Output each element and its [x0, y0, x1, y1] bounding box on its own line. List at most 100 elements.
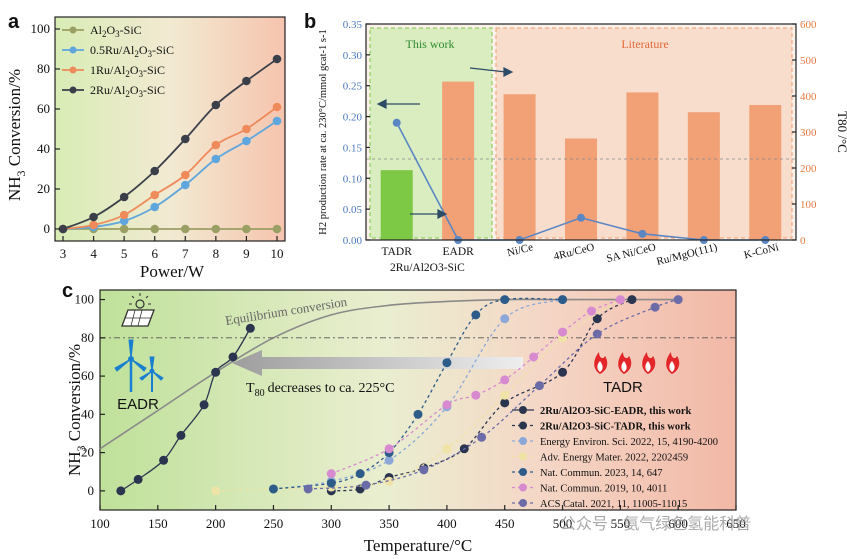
panel-b-bar-6	[749, 105, 782, 240]
panel-c-x-axis-label: Temperature/°C	[364, 536, 473, 555]
panel-c-legend-marker	[519, 437, 527, 445]
panel-c-point	[529, 352, 539, 362]
panel-a-point	[272, 102, 282, 112]
panel-c-x-tick-label: 300	[322, 516, 342, 531]
panel-c-legend-marker	[519, 452, 527, 461]
panel-a-y-axis-label: NH3 Conversion/%	[5, 69, 28, 201]
panel-a-point	[211, 100, 221, 110]
panel-c-series-line-4	[273, 297, 563, 490]
panel-c-point	[384, 444, 394, 454]
panel-c-y-tick-label: 20	[81, 445, 94, 460]
panel-a-point	[58, 224, 68, 234]
panel-b-right-tick-label: 600	[800, 19, 817, 31]
flame-icon-core	[597, 361, 603, 372]
panel-c-point	[116, 486, 126, 496]
panel-b-h2-rate-point	[392, 118, 401, 127]
panel-b-left-tick-label: 0.05	[343, 204, 363, 216]
panel-c-point	[384, 476, 394, 486]
flame-icon-core	[669, 361, 675, 372]
panel-c-x-tick-label: 500	[553, 516, 573, 531]
panel-c-point	[199, 400, 209, 410]
panel-c-point	[558, 367, 568, 377]
panel-c-y-tick-label: 80	[81, 330, 94, 345]
panel-c-point	[442, 358, 452, 368]
panel-c-x-tick-label: 150	[148, 516, 168, 531]
panel-a-x-tick-label: 9	[243, 246, 250, 261]
panel-b-this-work-label: This work	[406, 37, 455, 51]
panel-c-shift-arrow	[232, 350, 523, 376]
panel-b-category-label: EADR	[442, 246, 474, 258]
panel-a-point	[180, 170, 190, 180]
panel-b-literature-label: Literature	[621, 37, 668, 51]
panel-c-x-tick-label: 100	[90, 516, 110, 531]
panel-c-point	[592, 329, 602, 339]
panel-c-frame	[99, 289, 737, 511]
panel-a-point	[211, 140, 221, 150]
panel-a-legend-entry: 2Ru/Al2O3-SiC	[90, 83, 165, 99]
panel-b-arrows	[376, 67, 514, 219]
panel-c-y-tick-label: 40	[81, 406, 94, 421]
panel-a-x-tick-label: 8	[213, 246, 220, 261]
panel-c-point	[471, 310, 481, 320]
panel-a-y-tick-label: 20	[37, 181, 50, 196]
panel-a-frame	[54, 16, 286, 242]
panel-b-ticks: 0.00 0.05 0.10 0.15 0.20 0.25 0.30 0.35 0 100 200 3…	[343, 19, 817, 274]
panel-c-legend-marker	[519, 406, 527, 414]
panel-c-point	[558, 327, 568, 337]
panel-a-point	[242, 136, 251, 146]
panel-b-category-label: 4Ru/CeO	[552, 241, 595, 263]
panel-a-legend-marker	[69, 66, 77, 74]
panel-b-category-label: TADR	[382, 246, 413, 258]
watermark-text: 公众号 · 氨气绿色氢能科普	[560, 514, 751, 533]
panel-c-legend-marker	[519, 499, 527, 507]
panel-c-x-tick-label: 250	[264, 516, 284, 531]
panel-c-point	[133, 474, 143, 484]
panel-a-point	[211, 154, 221, 164]
panel-b-right-axis-label: T80 /°C	[835, 111, 847, 153]
panel-c-point	[268, 484, 278, 494]
panel-a-legend-marker	[69, 26, 77, 34]
panel-c-y-tick-label: 100	[75, 292, 95, 307]
panel-c-point	[471, 390, 481, 400]
panel-c-series-line-2	[273, 298, 563, 490]
panel-b-h2-rate-point	[577, 213, 585, 222]
panel-c-point	[627, 295, 637, 305]
panel-c-x-tick-label: 600	[668, 516, 688, 531]
panel-c-legend-entry: Adv. Energy Mater. 2022, 2202459	[540, 453, 688, 464]
panel-c-point	[500, 398, 510, 408]
flame-icons	[594, 352, 680, 374]
panel-a-point	[272, 224, 282, 234]
panel-a-y-tick-label: 60	[37, 101, 50, 116]
panel-a-point	[150, 202, 160, 212]
panel-c-point	[159, 455, 169, 465]
panel-c-point	[615, 295, 625, 305]
panel-a-x-tick-label: 3	[60, 246, 67, 261]
panel-c-point	[534, 381, 544, 391]
panel-c-point	[500, 390, 510, 400]
panel-c-point	[303, 484, 313, 494]
panel-a-point	[119, 210, 129, 220]
panel-b-right-tick-label: 0	[800, 235, 806, 247]
panel-b-left-tick-label: 0.10	[343, 173, 363, 185]
panel-b: This work Literature b 0.000.050.100.150…	[304, 11, 847, 274]
panel-c-point	[592, 314, 602, 324]
panel-b-left-tick-label: 0.00	[343, 235, 363, 247]
panel-a-legend-entry: 1Ru/Al2O3-SiC	[90, 63, 165, 79]
panel-a-point	[119, 216, 129, 226]
panel-c-x-tick-label: 550	[611, 516, 631, 531]
panel-c-legend-marker	[519, 483, 527, 492]
panel-a-legend-marker	[69, 46, 77, 54]
panel-c-legend-marker	[519, 468, 527, 476]
panel-a-series	[58, 54, 282, 234]
panel-a-x-tick-label: 5	[121, 246, 128, 261]
panel-c-legend-entry: ACS Catal. 2021, 11, 11005-11015	[540, 499, 687, 510]
panel-a-point	[242, 76, 251, 86]
panel-c-point	[419, 465, 429, 475]
panel-a-point	[242, 224, 251, 234]
panel-a-point	[89, 212, 98, 222]
panel-a-x-tick-label: 6	[151, 246, 158, 261]
panel-c-point	[500, 314, 510, 324]
panel-a-point	[119, 192, 129, 202]
